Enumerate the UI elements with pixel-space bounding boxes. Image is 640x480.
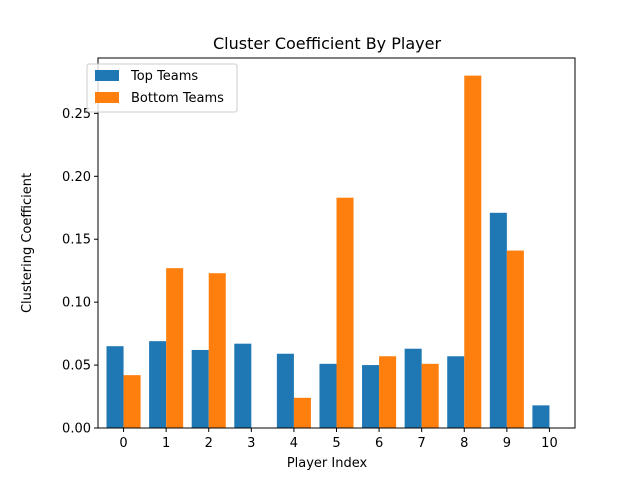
bar-bottom-teams-player-2 xyxy=(208,273,226,428)
plot-frame xyxy=(97,57,576,429)
bar-top-teams-player-2 xyxy=(191,349,209,428)
chart-title: Cluster Coefficient By Player xyxy=(213,34,441,53)
bar-bottom-teams-player-7 xyxy=(421,363,439,428)
y-tick-label: 0.15 xyxy=(62,233,91,248)
legend-frame xyxy=(86,63,238,113)
x-tick-label: 10 xyxy=(541,436,558,451)
y-tick-label: 0.20 xyxy=(62,170,91,185)
y-axis-title: Clustering Coefficient xyxy=(20,173,35,313)
bar-top-teams-player-9 xyxy=(489,212,507,428)
x-tick-label: 3 xyxy=(247,436,255,451)
bar-top-teams-player-0 xyxy=(106,346,124,428)
bar-bottom-teams-player-1 xyxy=(166,268,184,428)
bar-top-teams-player-10 xyxy=(532,405,550,428)
x-tick-label: 0 xyxy=(119,436,127,451)
x-tick-label: 1 xyxy=(162,436,170,451)
x-tick-label: 9 xyxy=(503,436,511,451)
bar-top-teams-player-7 xyxy=(404,348,422,428)
bar-bottom-teams-player-8 xyxy=(464,75,482,428)
bar-top-teams-player-1 xyxy=(149,341,167,428)
y-tick-label: 0.10 xyxy=(62,296,91,311)
bar-bottom-teams-player-6 xyxy=(379,356,397,428)
bar-bottom-teams-player-9 xyxy=(506,250,524,428)
bar-top-teams-player-3 xyxy=(234,343,252,428)
x-axis-title: Player Index xyxy=(287,456,368,471)
x-tick-label: 2 xyxy=(205,436,213,451)
x-tick-label: 7 xyxy=(418,436,426,451)
bar-bottom-teams-player-5 xyxy=(336,197,354,428)
x-tick-label: 5 xyxy=(332,436,340,451)
legend-label-top-teams: Top Teams xyxy=(130,69,198,84)
y-tick-label: 0.25 xyxy=(62,107,91,122)
legend-swatch-top-teams xyxy=(95,70,119,81)
y-tick-label: 0.00 xyxy=(62,422,91,437)
legend-label-bottom-teams: Bottom Teams xyxy=(131,91,224,106)
bar-bottom-teams-player-4 xyxy=(293,397,311,428)
bar-bottom-teams-player-0 xyxy=(123,375,141,428)
ticks-group: 0 1 2 3 4 5 6 7 8 9 10 0.00 0.05 0.10 0.15 0.20 0.25 xyxy=(62,107,558,451)
bars-group xyxy=(106,75,550,428)
bar-top-teams-player-4 xyxy=(276,353,294,428)
x-tick-label: 4 xyxy=(290,436,298,451)
bar-top-teams-player-8 xyxy=(447,356,465,428)
bar-top-teams-player-6 xyxy=(362,365,380,428)
legend-swatch-bottom-teams xyxy=(95,92,119,103)
x-tick-label: 8 xyxy=(460,436,468,451)
legend: Top Teams Bottom Teams xyxy=(86,63,238,113)
bar-top-teams-player-5 xyxy=(319,363,337,428)
y-tick-label: 0.05 xyxy=(62,359,91,374)
x-tick-label: 6 xyxy=(375,436,383,451)
